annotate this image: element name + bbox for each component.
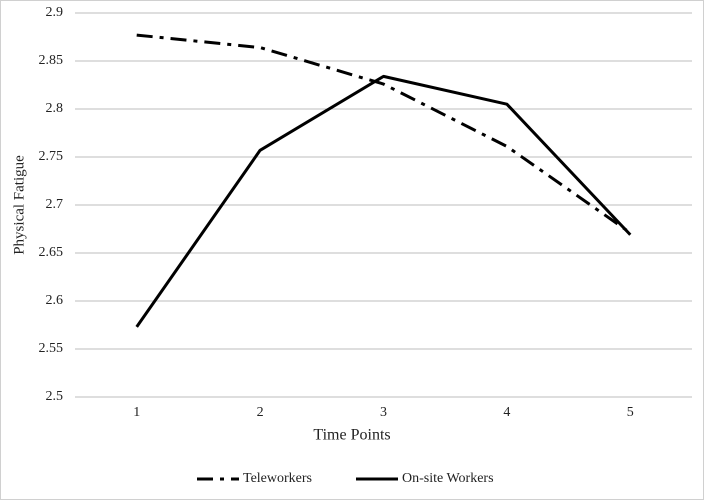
series-line: [135, 74, 632, 328]
legend-label: Teleworkers: [243, 471, 312, 486]
legend-label: On-site Workers: [402, 471, 494, 486]
x-tick-label: 1: [133, 405, 140, 420]
y-tick-label: 2.5: [46, 389, 64, 404]
series-line: [136, 33, 632, 235]
y-tick-label: 2.9: [46, 5, 64, 20]
y-tick-label: 2.6: [46, 293, 64, 308]
x-tick-label: 5: [627, 405, 634, 420]
y-tick-label: 2.55: [39, 341, 64, 356]
x-tick-label: 3: [380, 405, 387, 420]
x-axis-label: Time Points: [313, 427, 390, 444]
x-tick-label: 2: [257, 405, 264, 420]
y-tick-label: 2.8: [46, 101, 64, 116]
y-axis-label: Physical Fatigue: [11, 155, 27, 255]
y-tick-label: 2.75: [39, 149, 64, 164]
x-tick-label: 4: [503, 405, 510, 420]
y-tick-label: 2.7: [46, 197, 64, 212]
y-tick-label: 2.65: [39, 245, 64, 260]
y-tick-label: 2.85: [39, 53, 64, 68]
